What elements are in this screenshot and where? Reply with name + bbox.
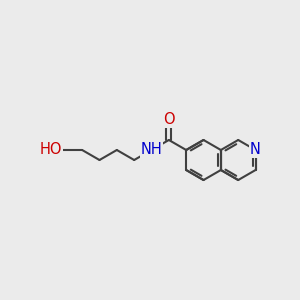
Text: HO: HO <box>40 142 62 158</box>
Text: NH: NH <box>141 142 162 158</box>
Text: O: O <box>163 112 175 128</box>
Text: N: N <box>250 142 261 158</box>
